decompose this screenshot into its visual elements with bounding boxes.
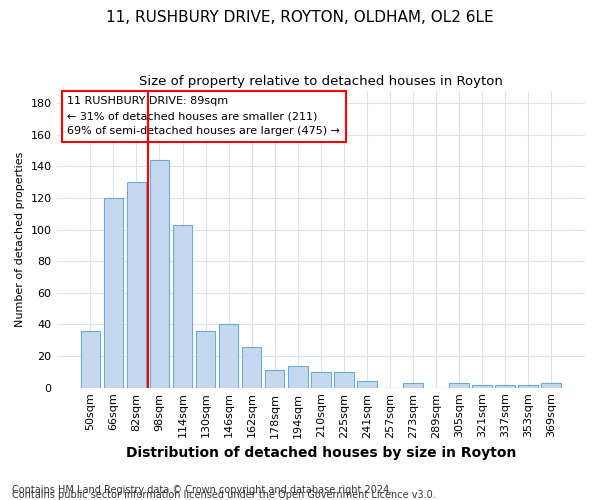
Text: 11 RUSHBURY DRIVE: 89sqm
← 31% of detached houses are smaller (211)
69% of semi-: 11 RUSHBURY DRIVE: 89sqm ← 31% of detach… [67, 96, 340, 136]
Bar [173, 225, 193, 388]
Y-axis label: Number of detached properties: Number of detached properties [15, 152, 25, 327]
Bar [357, 382, 377, 388]
Bar [334, 372, 353, 388]
Bar [149, 160, 169, 388]
Bar [288, 366, 308, 388]
Bar [80, 331, 100, 388]
Bar [196, 331, 215, 388]
Bar [518, 384, 538, 388]
Bar [265, 370, 284, 388]
Text: 11, RUSHBURY DRIVE, ROYTON, OLDHAM, OL2 6LE: 11, RUSHBURY DRIVE, ROYTON, OLDHAM, OL2 … [106, 10, 494, 25]
Bar [104, 198, 123, 388]
Bar [311, 372, 331, 388]
Bar [403, 383, 423, 388]
Bar [127, 182, 146, 388]
Text: Contains public sector information licensed under the Open Government Licence v3: Contains public sector information licen… [12, 490, 436, 500]
Bar [219, 324, 238, 388]
Title: Size of property relative to detached houses in Royton: Size of property relative to detached ho… [139, 75, 503, 88]
Bar [496, 384, 515, 388]
Bar [472, 384, 492, 388]
Bar [541, 383, 561, 388]
Bar [449, 383, 469, 388]
X-axis label: Distribution of detached houses by size in Royton: Distribution of detached houses by size … [125, 446, 516, 460]
Bar [242, 346, 262, 388]
Text: Contains HM Land Registry data © Crown copyright and database right 2024.: Contains HM Land Registry data © Crown c… [12, 485, 392, 495]
